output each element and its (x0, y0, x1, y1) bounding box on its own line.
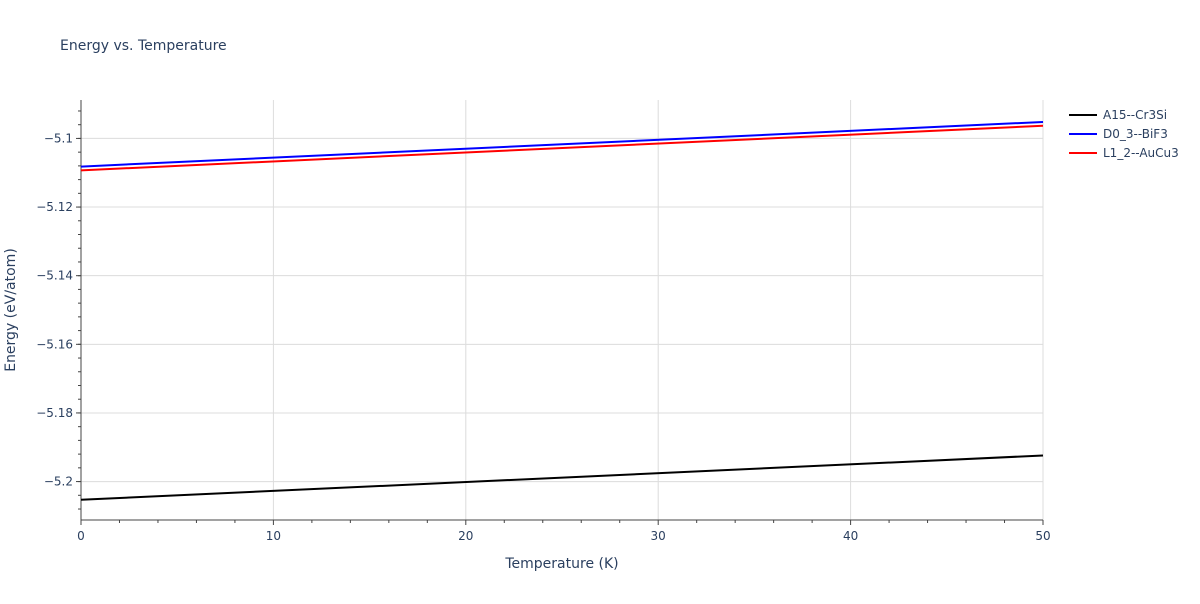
legend-item[interactable]: L1_2--AuCu3 (1069, 146, 1179, 160)
y-tick-label: −5.2 (44, 475, 73, 489)
x-tick-label: 0 (77, 529, 85, 543)
chart-title: Energy vs. Temperature (60, 38, 227, 54)
series-line (80, 120, 1044, 168)
y-tick-label: −5.18 (36, 406, 73, 420)
legend[interactable]: A15--Cr3Si D0_3--BiF3 L1_2--AuCu3 (1069, 108, 1179, 160)
y-axis-title: Energy (eV/atom) (3, 248, 19, 372)
grid-layer (81, 100, 1044, 520)
series-line (80, 124, 1044, 172)
legend-item[interactable]: D0_3--BiF3 (1069, 127, 1168, 141)
y-tick-label: −5.14 (36, 269, 73, 283)
legend-label: A15--Cr3Si (1103, 108, 1167, 122)
x-tick-label: 40 (843, 529, 858, 543)
x-axis-title: Temperature (K) (504, 556, 618, 572)
y-tick-label: −5.1 (44, 131, 73, 145)
legend-label: L1_2--AuCu3 (1103, 146, 1179, 160)
y-tick-label: −5.12 (36, 200, 73, 214)
x-tick-label: 10 (266, 529, 281, 543)
axis-layer: 0 10 20 30 40 50 −5.2 −5.18 −5.16 −5.14 −5.12 −5.1 (36, 100, 1051, 543)
x-tick-label: 50 (1035, 529, 1050, 543)
legend-item[interactable]: A15--Cr3Si (1069, 108, 1167, 122)
legend-label: D0_3--BiF3 (1103, 127, 1168, 141)
x-tick-label: 20 (458, 529, 473, 543)
x-tick-label: 30 (651, 529, 666, 543)
y-tick-label: −5.16 (36, 337, 73, 351)
series-layer (80, 120, 1044, 501)
series-line (80, 454, 1044, 501)
